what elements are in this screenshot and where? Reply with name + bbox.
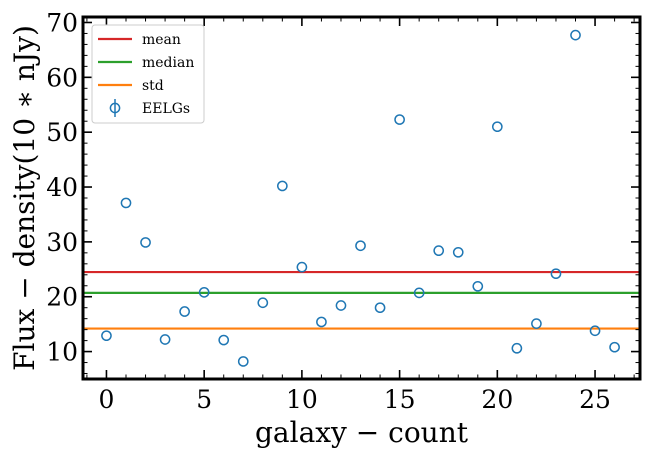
data-point [511, 342, 523, 354]
data-point [452, 246, 464, 258]
legend-box [91, 24, 205, 124]
x-tick-label: 20 [481, 385, 513, 414]
data-point [120, 197, 132, 209]
data-point [394, 114, 405, 125]
data-point [472, 280, 484, 292]
axis-ticks [83, 17, 640, 379]
data-point [550, 268, 562, 280]
data-point [609, 341, 620, 353]
data-point [413, 287, 425, 299]
data-point [355, 240, 366, 252]
tick-labels: 0 5 10 15 20 25 10 20 30 40 50 60 70 [46, 8, 611, 414]
data-point [218, 334, 230, 346]
y-tick-label: 10 [46, 338, 78, 367]
legend-label: mean [142, 32, 181, 48]
y-tick-label: 30 [46, 228, 78, 257]
data-point [589, 325, 601, 337]
y-tick-label: 20 [46, 283, 78, 312]
data-point [179, 306, 190, 317]
reference-lines [83, 270, 640, 330]
legend: mean median std EELGs [91, 24, 205, 124]
data-point [531, 318, 542, 329]
data-point [257, 297, 269, 309]
x-tick-label: 5 [196, 385, 212, 414]
y-tick-label: 60 [46, 63, 78, 92]
y-tick-label: 70 [46, 8, 78, 37]
y-tick-label: 40 [46, 173, 78, 202]
x-tick-label: 15 [384, 385, 416, 414]
x-tick-label: 10 [286, 385, 318, 414]
data-point [159, 334, 171, 345]
data-point [198, 286, 210, 298]
x-tick-label: 25 [579, 385, 611, 414]
x-tick-label: 0 [98, 385, 114, 414]
x-axis-title: galaxy − count [255, 416, 469, 449]
data-point [491, 121, 503, 133]
y-axis-title: Flux − density(10 ∗ nJy) [8, 25, 41, 371]
data-point [316, 316, 327, 328]
data-point [296, 261, 308, 273]
data-point [140, 237, 151, 248]
data-point [374, 302, 386, 314]
y-tick-label: 50 [46, 118, 78, 147]
data-point [433, 245, 445, 257]
data-point [276, 180, 288, 192]
legend-label: median [142, 55, 194, 71]
data-points [101, 29, 620, 367]
data-point [237, 356, 249, 367]
legend-label: std [142, 78, 164, 94]
data-point [101, 330, 112, 342]
legend-items: mean median std EELGs [98, 32, 194, 117]
legend-swatch-EELGs [109, 102, 121, 114]
data-point [570, 29, 581, 41]
legend-label: EELGs [142, 101, 190, 117]
data-point [335, 300, 347, 311]
